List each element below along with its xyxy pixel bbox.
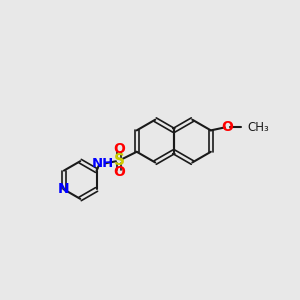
Text: S: S — [113, 153, 124, 168]
Text: O: O — [113, 165, 125, 179]
Text: O: O — [221, 120, 233, 134]
Text: N: N — [58, 182, 70, 197]
Text: NH: NH — [92, 157, 114, 170]
Text: CH₃: CH₃ — [247, 121, 269, 134]
Text: O: O — [113, 142, 125, 156]
